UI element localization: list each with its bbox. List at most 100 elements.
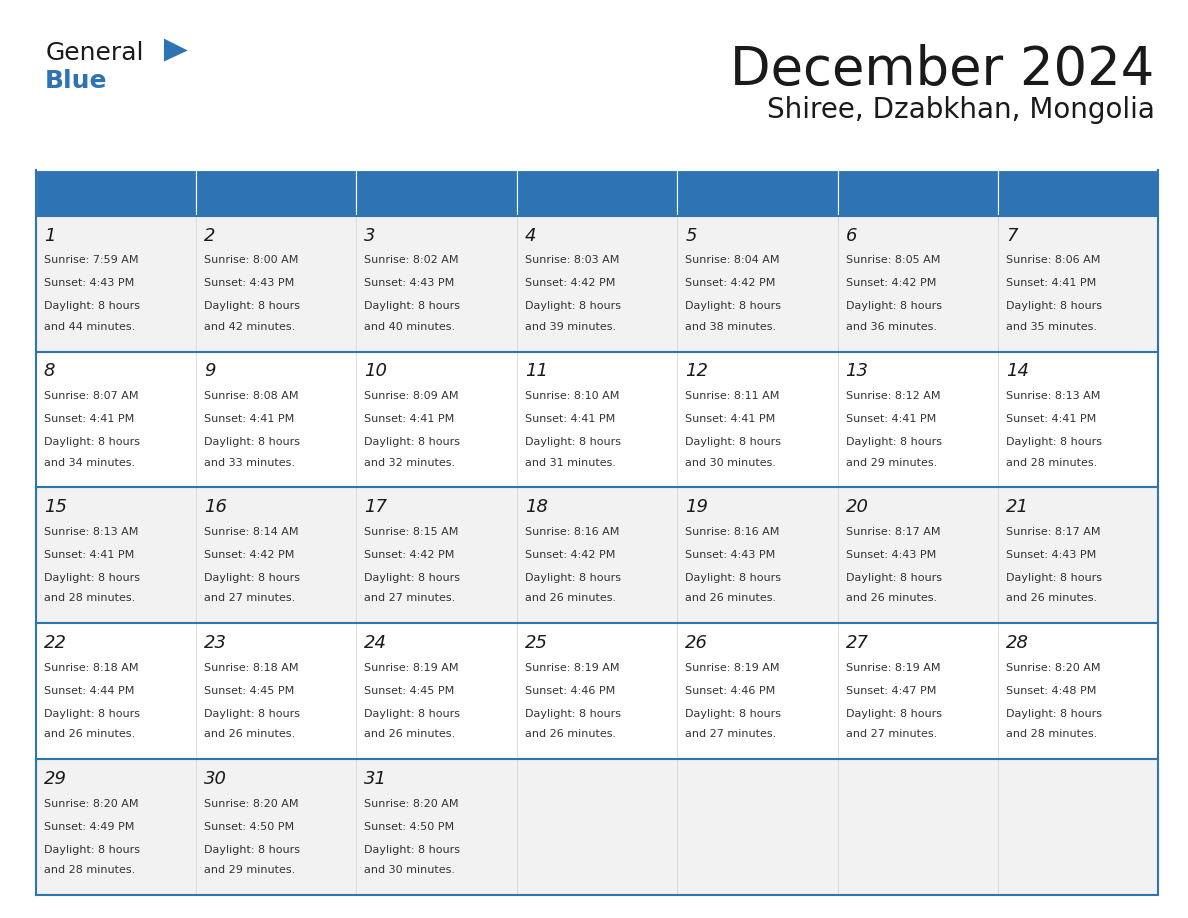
Text: Sunset: 4:43 PM: Sunset: 4:43 PM (204, 278, 295, 288)
Text: 28: 28 (1006, 634, 1029, 652)
Text: 27: 27 (846, 634, 868, 652)
Text: Daylight: 8 hours: Daylight: 8 hours (685, 301, 782, 311)
Text: Sunrise: 8:20 AM: Sunrise: 8:20 AM (204, 799, 298, 809)
Text: Daylight: 8 hours: Daylight: 8 hours (204, 709, 301, 719)
Text: Thursday: Thursday (683, 184, 770, 202)
Text: Sunset: 4:48 PM: Sunset: 4:48 PM (1006, 686, 1097, 696)
Text: Sunset: 4:42 PM: Sunset: 4:42 PM (365, 550, 455, 560)
Text: December 2024: December 2024 (731, 44, 1155, 96)
Text: Daylight: 8 hours: Daylight: 8 hours (846, 573, 942, 583)
Text: Sunrise: 8:20 AM: Sunrise: 8:20 AM (44, 799, 138, 809)
Text: Daylight: 8 hours: Daylight: 8 hours (525, 573, 621, 583)
Text: Sunset: 4:43 PM: Sunset: 4:43 PM (685, 550, 776, 560)
Text: Daylight: 8 hours: Daylight: 8 hours (44, 709, 140, 719)
Text: Sunrise: 8:20 AM: Sunrise: 8:20 AM (1006, 663, 1100, 673)
Text: 19: 19 (685, 498, 708, 516)
Text: Daylight: 8 hours: Daylight: 8 hours (685, 437, 782, 447)
Text: General: General (45, 41, 144, 65)
Text: Sunrise: 8:11 AM: Sunrise: 8:11 AM (685, 391, 779, 401)
Text: Sunrise: 8:05 AM: Sunrise: 8:05 AM (846, 255, 940, 265)
Text: Sunrise: 8:02 AM: Sunrise: 8:02 AM (365, 255, 459, 265)
Text: and 26 minutes.: and 26 minutes. (365, 729, 455, 739)
Text: and 27 minutes.: and 27 minutes. (685, 729, 777, 739)
Text: Sunset: 4:45 PM: Sunset: 4:45 PM (204, 686, 295, 696)
Text: 29: 29 (44, 770, 67, 788)
Text: Sunset: 4:50 PM: Sunset: 4:50 PM (365, 822, 455, 832)
Text: and 29 minutes.: and 29 minutes. (846, 457, 937, 467)
Text: and 29 minutes.: and 29 minutes. (204, 865, 296, 875)
Text: Sunrise: 8:03 AM: Sunrise: 8:03 AM (525, 255, 619, 265)
Text: Sunset: 4:41 PM: Sunset: 4:41 PM (685, 414, 776, 424)
Text: 25: 25 (525, 634, 548, 652)
Text: Sunrise: 8:16 AM: Sunrise: 8:16 AM (685, 527, 779, 537)
Text: 14: 14 (1006, 363, 1029, 380)
Text: and 31 minutes.: and 31 minutes. (525, 457, 615, 467)
Text: and 30 minutes.: and 30 minutes. (365, 865, 455, 875)
Text: Sunset: 4:46 PM: Sunset: 4:46 PM (525, 686, 615, 696)
Text: Sunrise: 8:19 AM: Sunrise: 8:19 AM (525, 663, 619, 673)
Text: and 26 minutes.: and 26 minutes. (204, 729, 295, 739)
Text: Sunset: 4:41 PM: Sunset: 4:41 PM (1006, 414, 1097, 424)
Text: and 44 minutes.: and 44 minutes. (44, 321, 135, 331)
Text: and 32 minutes.: and 32 minutes. (365, 457, 455, 467)
Text: 16: 16 (204, 498, 227, 516)
Text: Sunrise: 8:14 AM: Sunrise: 8:14 AM (204, 527, 298, 537)
Text: Daylight: 8 hours: Daylight: 8 hours (1006, 437, 1102, 447)
Text: Daylight: 8 hours: Daylight: 8 hours (44, 845, 140, 855)
Text: Sunset: 4:41 PM: Sunset: 4:41 PM (846, 414, 936, 424)
Text: Sunrise: 8:12 AM: Sunrise: 8:12 AM (846, 391, 940, 401)
Text: Sunset: 4:41 PM: Sunset: 4:41 PM (204, 414, 295, 424)
Text: and 36 minutes.: and 36 minutes. (846, 321, 936, 331)
Text: Sunset: 4:42 PM: Sunset: 4:42 PM (525, 550, 615, 560)
Text: and 28 minutes.: and 28 minutes. (1006, 729, 1098, 739)
Text: Sunset: 4:45 PM: Sunset: 4:45 PM (365, 686, 455, 696)
Text: Daylight: 8 hours: Daylight: 8 hours (846, 301, 942, 311)
Text: and 27 minutes.: and 27 minutes. (846, 729, 937, 739)
Text: Friday: Friday (843, 184, 902, 202)
Text: Daylight: 8 hours: Daylight: 8 hours (525, 437, 621, 447)
Text: 1: 1 (44, 227, 55, 244)
Text: Sunset: 4:41 PM: Sunset: 4:41 PM (44, 550, 134, 560)
Text: and 28 minutes.: and 28 minutes. (1006, 457, 1098, 467)
Text: and 26 minutes.: and 26 minutes. (525, 593, 615, 603)
Text: Daylight: 8 hours: Daylight: 8 hours (685, 573, 782, 583)
Text: 23: 23 (204, 634, 227, 652)
Text: 20: 20 (846, 498, 868, 516)
Text: and 35 minutes.: and 35 minutes. (1006, 321, 1097, 331)
Text: Sunrise: 8:13 AM: Sunrise: 8:13 AM (1006, 391, 1100, 401)
Text: Sunset: 4:41 PM: Sunset: 4:41 PM (44, 414, 134, 424)
Text: Sunrise: 7:59 AM: Sunrise: 7:59 AM (44, 255, 138, 265)
Text: Sunday: Sunday (42, 184, 110, 202)
Text: Sunrise: 8:16 AM: Sunrise: 8:16 AM (525, 527, 619, 537)
Text: and 34 minutes.: and 34 minutes. (44, 457, 134, 467)
Text: 5: 5 (685, 227, 696, 244)
Text: 10: 10 (365, 363, 387, 380)
Text: Sunset: 4:47 PM: Sunset: 4:47 PM (846, 686, 936, 696)
Text: 7: 7 (1006, 227, 1017, 244)
Text: Wednesday: Wednesday (523, 184, 631, 202)
Text: Monday: Monday (202, 184, 276, 202)
Text: 21: 21 (1006, 498, 1029, 516)
Text: Sunrise: 8:17 AM: Sunrise: 8:17 AM (1006, 527, 1100, 537)
Text: Sunset: 4:42 PM: Sunset: 4:42 PM (525, 278, 615, 288)
Text: 24: 24 (365, 634, 387, 652)
Text: 12: 12 (685, 363, 708, 380)
Text: Sunset: 4:43 PM: Sunset: 4:43 PM (44, 278, 134, 288)
Text: and 27 minutes.: and 27 minutes. (204, 593, 296, 603)
Text: and 26 minutes.: and 26 minutes. (1006, 593, 1097, 603)
Text: and 27 minutes.: and 27 minutes. (365, 593, 456, 603)
Text: Daylight: 8 hours: Daylight: 8 hours (44, 437, 140, 447)
Text: 31: 31 (365, 770, 387, 788)
Text: 2: 2 (204, 227, 215, 244)
Text: Daylight: 8 hours: Daylight: 8 hours (204, 573, 301, 583)
Text: Daylight: 8 hours: Daylight: 8 hours (204, 437, 301, 447)
Text: Sunrise: 8:04 AM: Sunrise: 8:04 AM (685, 255, 779, 265)
Text: 11: 11 (525, 363, 548, 380)
Text: 22: 22 (44, 634, 67, 652)
Text: and 33 minutes.: and 33 minutes. (204, 457, 295, 467)
Text: Sunset: 4:43 PM: Sunset: 4:43 PM (1006, 550, 1097, 560)
Text: 30: 30 (204, 770, 227, 788)
Text: 15: 15 (44, 498, 67, 516)
Text: Sunset: 4:49 PM: Sunset: 4:49 PM (44, 822, 134, 832)
Text: Sunset: 4:50 PM: Sunset: 4:50 PM (204, 822, 295, 832)
